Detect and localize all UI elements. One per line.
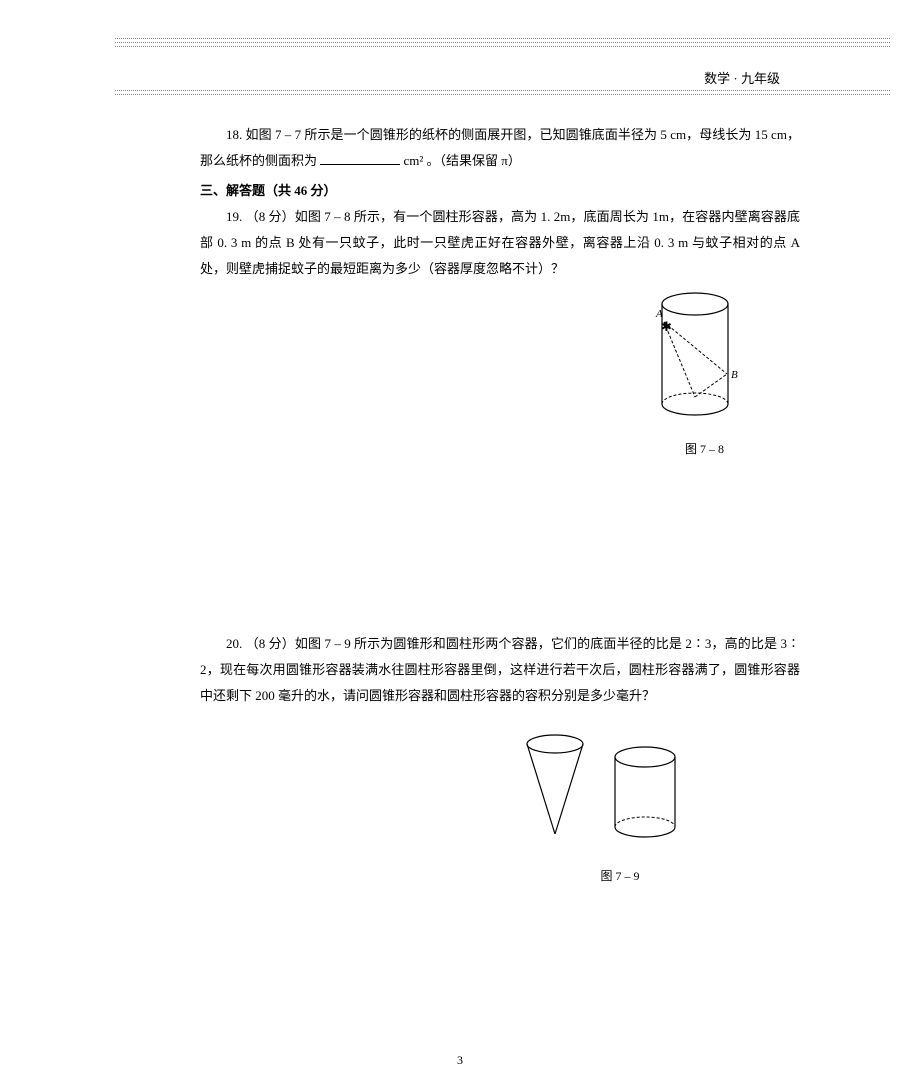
page-header-subject: 数学 · 九年级 — [704, 68, 780, 87]
question-19: 19. （8 分）如图 7 – 8 所示，有一个圆柱形容器，高为 1. 2m，底… — [200, 204, 800, 282]
question-20: 20. （8 分）如图 7 – 9 所示为圆锥形和圆柱形两个容器，它们的底面半径… — [200, 631, 800, 709]
cone-cylinder-diagram — [510, 729, 690, 849]
dotted-lines-bottom — [115, 90, 890, 98]
page-number: 3 — [457, 1053, 463, 1068]
page-content: 18. 如图 7 – 7 所示是一个圆锥形的纸杯的侧面展开图，已知圆锥底面半径为… — [200, 122, 800, 888]
figure-7-9: 图 7 – 9 — [200, 729, 800, 888]
figure-7-8-caption: 图 7 – 8 — [200, 437, 740, 461]
question-18: 18. 如图 7 – 7 所示是一个圆锥形的纸杯的侧面展开图，已知圆锥底面半径为… — [200, 122, 800, 174]
answer-blank — [320, 151, 400, 165]
figure-7-9-caption: 图 7 – 9 — [400, 864, 800, 888]
header-decorative-lines: 数学 · 九年级 — [0, 38, 920, 98]
spacer — [200, 461, 800, 631]
q18-text-b: cm² 。（结果保留 π） — [404, 153, 521, 168]
section-3-header: 三、解答题（共 46 分） — [200, 178, 800, 204]
point-b-label: B — [731, 369, 738, 381]
figure-7-8: A ✱ B 图 7 – 8 — [200, 292, 800, 461]
cylinder-diagram: A ✱ B — [650, 292, 740, 422]
dotted-lines-top — [115, 38, 890, 50]
gecko-marker: ✱ — [661, 319, 672, 334]
